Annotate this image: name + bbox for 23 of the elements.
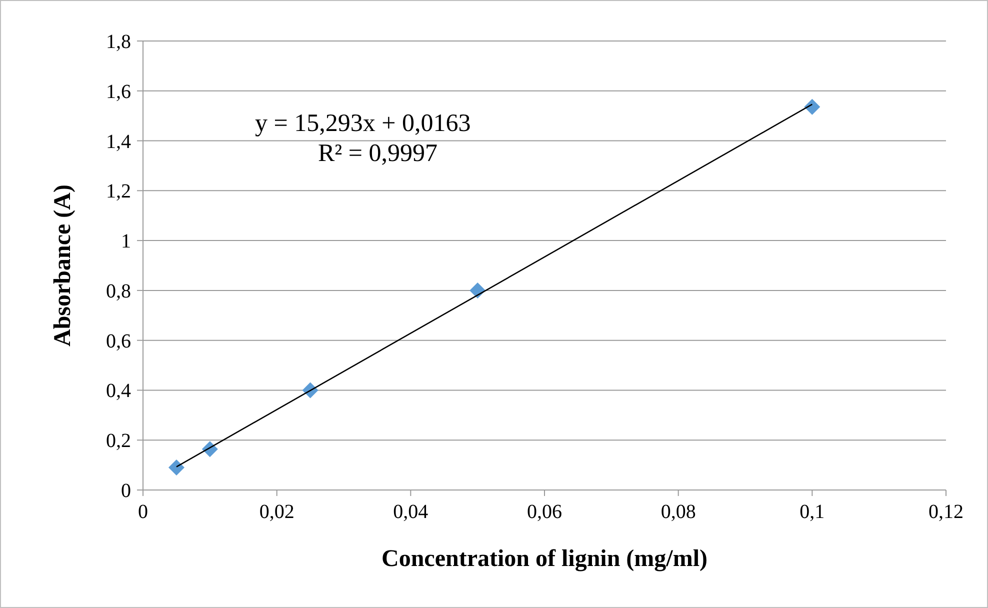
y-tick-label: 1: [121, 230, 131, 253]
x-axis-title: Concentration of lignin (mg/ml): [382, 546, 708, 572]
y-tick-label: 0,8: [106, 280, 131, 302]
point: [804, 98, 820, 115]
y-tick-label: 1,6: [106, 80, 131, 103]
annotation: R² = 0,9997: [318, 140, 438, 167]
y-tick-label: 1,8: [106, 31, 131, 53]
y-tick-label: 0,6: [106, 330, 131, 352]
x-tick-label: 0,12: [928, 501, 964, 523]
y-tick-label: 0,4: [106, 380, 131, 402]
x-tick-label: 0: [138, 501, 148, 523]
x-tick-label: 0,1: [800, 501, 825, 523]
y-tick-label: 1,4: [106, 130, 131, 153]
x-tick-label: 0,02: [259, 501, 294, 523]
y-tick-label: 0: [121, 480, 131, 502]
point: [168, 460, 184, 476]
annotation: y = 15,293x + 0,0163: [255, 110, 471, 137]
x-tick-label: 0,08: [660, 501, 696, 523]
x-tick-label: 0,04: [393, 501, 428, 523]
y-tick-label: 1,2: [106, 180, 131, 203]
x-tick-label: 0,06: [527, 501, 562, 523]
y-tick-label: 0,2: [106, 430, 131, 452]
y-axis-title: Absorbance (A): [50, 184, 76, 346]
